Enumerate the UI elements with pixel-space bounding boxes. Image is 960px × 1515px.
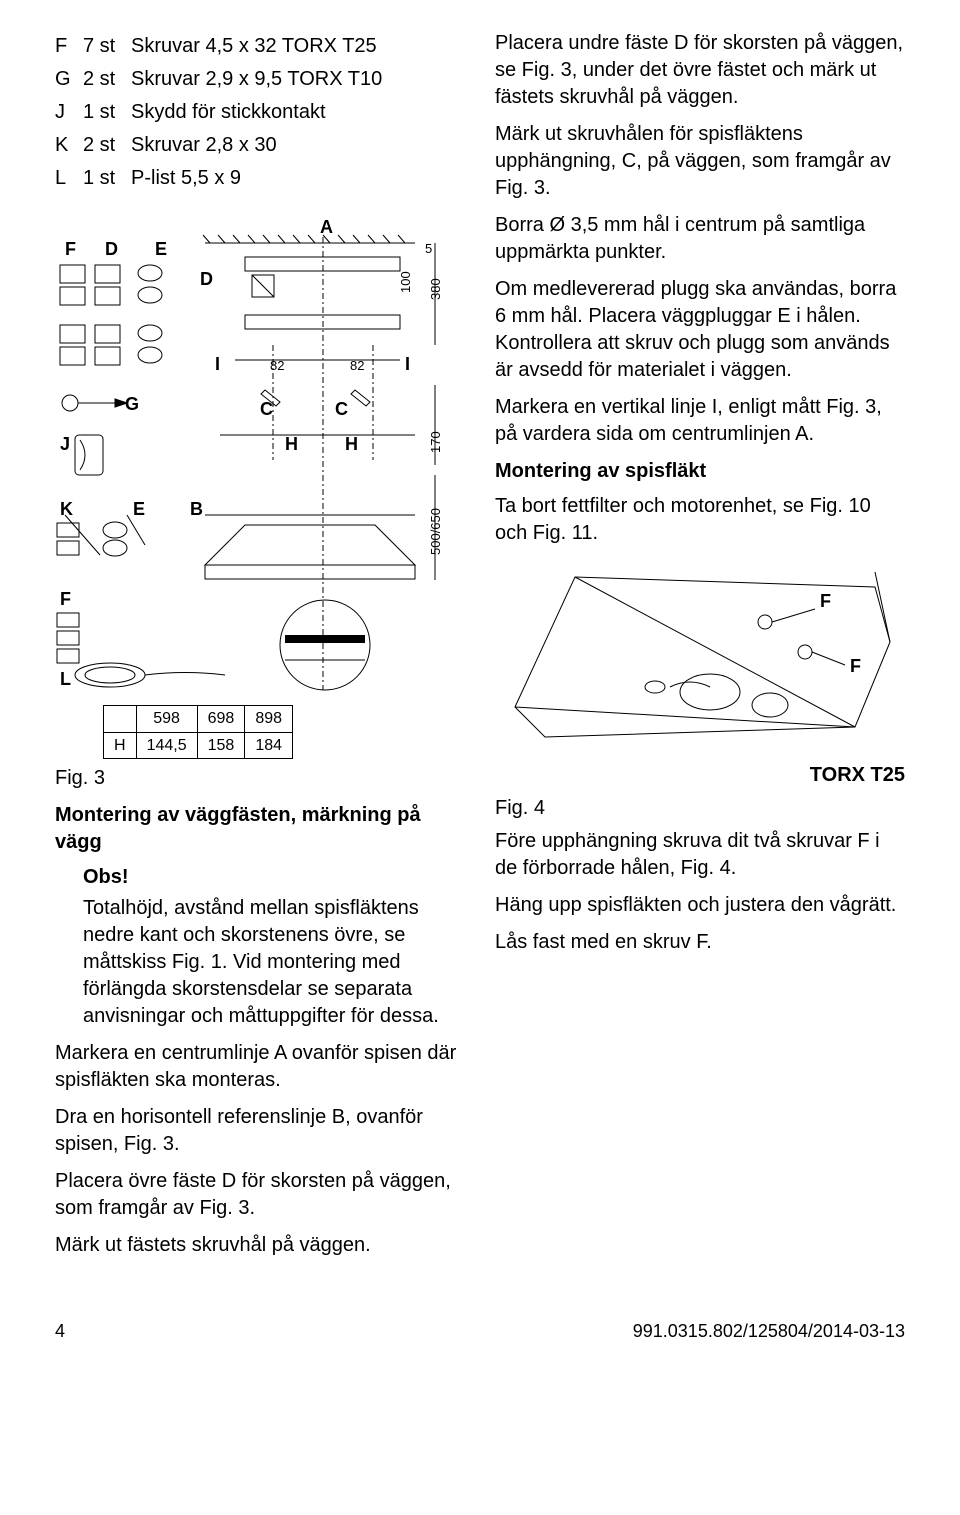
svg-text:G: G xyxy=(125,394,139,414)
instruction-paragraph: Häng upp spisfläkten och justera den våg… xyxy=(495,892,905,919)
svg-text:I: I xyxy=(215,354,220,374)
instruction-paragraph: Märk ut skruvhålen för spisfläktens upph… xyxy=(495,121,905,202)
table-row: L1 stP-list 5,5 x 9 xyxy=(55,162,388,195)
instruction-paragraph: Borra Ø 3,5 mm hål i centrum på samtliga… xyxy=(495,212,905,266)
svg-text:C: C xyxy=(335,399,348,419)
instruction-paragraph: Placera övre fäste D för skorsten på väg… xyxy=(55,1168,465,1222)
svg-text:F: F xyxy=(820,591,831,611)
svg-text:5: 5 xyxy=(425,241,432,256)
svg-text:A: A xyxy=(320,217,333,237)
torx-label: TORX T25 xyxy=(495,762,905,789)
page-number: 4 xyxy=(55,1319,65,1343)
figure-3-diagram: .t { font: bold 18px Arial; } .ts { font… xyxy=(55,215,465,695)
table-row: J1 stSkydd för stickkontakt xyxy=(55,96,388,129)
instruction-paragraph: Märk ut fästets skruvhål på väggen. xyxy=(55,1232,465,1259)
svg-text:E: E xyxy=(133,499,145,519)
instruction-paragraph: Markera en centrumlinje A ovanför spisen… xyxy=(55,1040,465,1094)
obs-body: Totalhöjd, avstånd mellan spisfläktens n… xyxy=(83,895,465,1030)
instruction-paragraph: Före upphängning skruva dit två skruvar … xyxy=(495,828,905,882)
document-id: 991.0315.802/125804/2014-03-13 xyxy=(633,1319,905,1343)
svg-text:J: J xyxy=(60,434,70,454)
svg-text:F: F xyxy=(60,589,71,609)
table-row: K2 stSkruvar 2,8 x 30 xyxy=(55,129,388,162)
figure-4-diagram: .thin{stroke:#000;stroke-width:1;fill:no… xyxy=(495,557,905,752)
h-dimension-table: 598698898 H144,5158184 xyxy=(103,705,293,759)
figure-3-label: Fig. 3 xyxy=(55,765,465,792)
instruction-paragraph: Lås fast med en skruv F. xyxy=(495,929,905,956)
svg-text:I: I xyxy=(405,354,410,374)
table-row: G2 stSkruvar 2,9 x 9,5 TORX T10 xyxy=(55,63,388,96)
svg-text:F: F xyxy=(65,239,76,259)
svg-text:B: B xyxy=(190,499,203,519)
svg-text:D: D xyxy=(105,239,118,259)
svg-text:100: 100 xyxy=(398,271,413,293)
svg-text:F: F xyxy=(850,656,861,676)
instruction-paragraph: Markera en vertikal linje I, enligt mått… xyxy=(495,394,905,448)
section-wall-mount-heading: Montering av väggfästen, märkning på väg… xyxy=(55,802,465,856)
svg-text:H: H xyxy=(345,434,358,454)
instruction-paragraph: Dra en horisontell referenslinje B, ovan… xyxy=(55,1104,465,1158)
instruction-paragraph: Ta bort fettfilter och motorenhet, se Fi… xyxy=(495,493,905,547)
table-row: F7 stSkruvar 4,5 x 32 TORX T25 xyxy=(55,30,388,63)
obs-label: Obs! xyxy=(83,864,465,891)
instruction-paragraph: Placera undre fäste D för skorsten på vä… xyxy=(495,30,905,111)
page-footer: 4 991.0315.802/125804/2014-03-13 xyxy=(55,1319,905,1343)
svg-text:L: L xyxy=(60,669,71,689)
parts-list: F7 stSkruvar 4,5 x 32 TORX T25 G2 stSkru… xyxy=(55,30,388,195)
svg-text:D: D xyxy=(200,269,213,289)
svg-text:E: E xyxy=(155,239,167,259)
figure-4-label: Fig. 4 xyxy=(495,795,905,822)
instruction-paragraph: Om medlevererad plugg ska användas, borr… xyxy=(495,276,905,384)
svg-text:H: H xyxy=(285,434,298,454)
section-mount-fan-heading: Montering av spisfläkt xyxy=(495,458,905,485)
